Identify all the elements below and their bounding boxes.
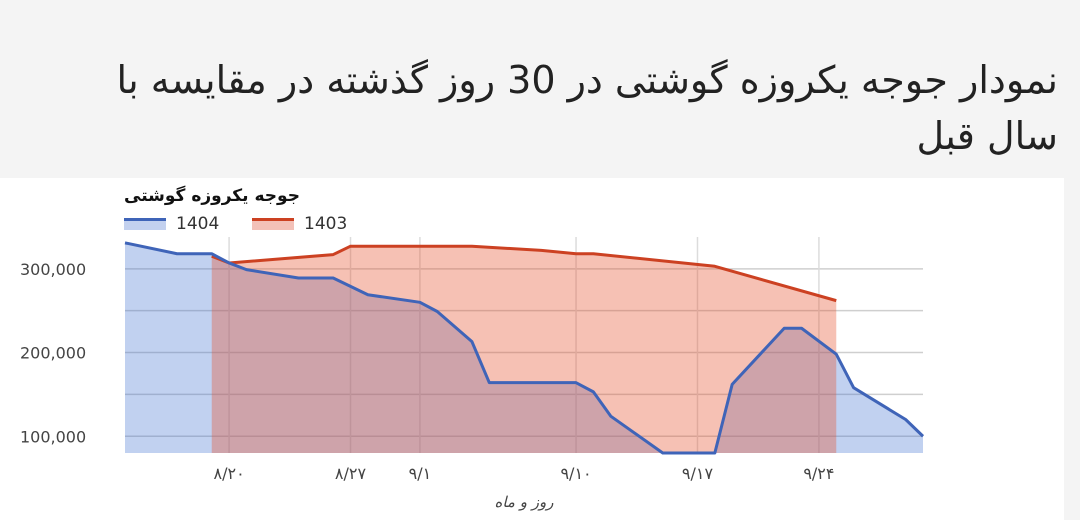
legend-item-1403: 1403: [252, 214, 347, 234]
line-1403: [211, 244, 837, 303]
chart-card: [0, 178, 1064, 520]
area-1404: [125, 242, 923, 453]
header: نمودار جوجه یکروزه گوشتی در 30 روز گذشته…: [0, 0, 1080, 178]
area-1403: [211, 246, 837, 453]
y-tick-label: 100,000: [20, 427, 86, 446]
x-tick-label: ۹/۱۰: [560, 464, 591, 483]
grid: [125, 237, 923, 453]
x-tick-label: ۹/۱۷: [682, 464, 714, 483]
legend-title: جوجه یکروزه گوشتی: [124, 186, 300, 206]
legend-swatch-1403: [252, 218, 294, 230]
lines: [124, 241, 925, 455]
areas: [125, 242, 923, 453]
y-tick-label: 200,000: [20, 344, 86, 363]
x-tick-label: ۸/۲۰: [214, 464, 245, 483]
line-1404: [124, 241, 925, 455]
x-tick-label: ۹/۱: [409, 464, 432, 483]
legend-swatch-1404: [124, 218, 166, 230]
legend-item-1404: 1404: [124, 214, 219, 234]
legend-label: 1403: [304, 214, 348, 234]
x-axis-label: روز و ماه: [495, 493, 555, 511]
page-title: نمودار جوجه یکروزه گوشتی در 30 روز گذشته…: [116, 58, 1058, 158]
axes: ۸/۲۰ ۸/۲۷ ۹/۱ ۹/۱۰ ۹/۱۷ ۹/۲۴ 100,000 200,000 300…: [20, 260, 834, 483]
x-tick-label: ۸/۲۷: [335, 464, 367, 483]
legend-label: 1404: [176, 214, 220, 234]
x-tick-label: ۹/۲۴: [803, 464, 834, 483]
y-tick-label: 300,000: [20, 260, 86, 279]
